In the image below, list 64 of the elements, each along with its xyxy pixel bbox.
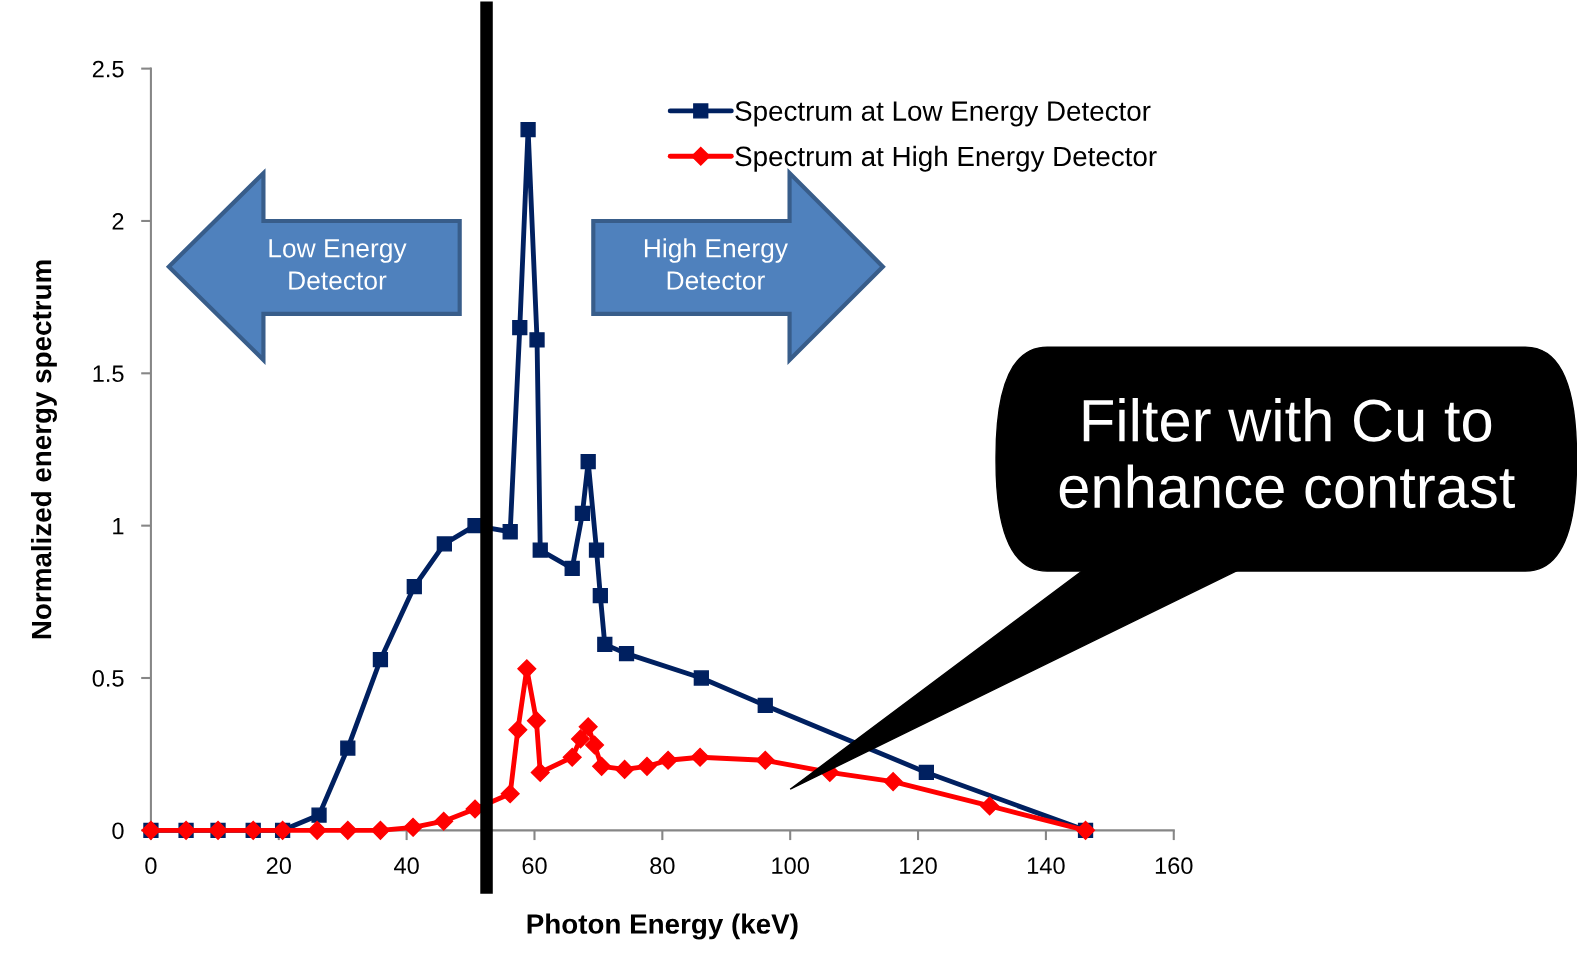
legend-label: Spectrum at High Energy Detector [735,145,1157,172]
point [597,636,613,653]
point [500,784,520,804]
point [658,750,678,770]
point [570,729,591,749]
point [588,542,605,558]
legend-label: Spectrum at Low Energy Detector [735,101,1151,127]
point [918,764,935,781]
point [693,670,709,686]
point [615,759,635,779]
point [372,652,389,668]
point [564,560,580,576]
point [340,740,356,756]
x-tick-label: 0 [145,857,157,875]
y-tick-label: 0 [112,822,124,840]
point [574,505,591,522]
x-tick-label: 100 [772,857,809,875]
annotation: Low Energy Detector [269,239,407,290]
y-tick-label: 0.5 [92,670,124,687]
y-tick-label: 1 [113,517,124,535]
point [338,820,358,840]
point [690,747,710,767]
x-tick-label: 80 [650,857,675,875]
point [436,536,452,552]
point [585,735,605,755]
y-tick-label: 2 [112,213,124,230]
x-tick-label: 120 [900,857,937,875]
point [592,588,608,604]
point [980,796,1000,816]
point [370,820,390,840]
point [562,747,582,767]
point [618,645,635,662]
point [403,817,423,837]
annotation: High Energy Detector [644,238,788,290]
point [526,711,546,731]
y-axis-title: Normalized energy spectrum [30,260,57,639]
x-tick-label: 20 [266,857,291,875]
point [508,720,528,740]
annotation: Filter with Cu to enhance contrast [1059,398,1515,509]
y-tick-label: 1.5 [93,365,124,383]
x-tick-label: 60 [522,857,547,875]
point [530,762,550,782]
y-tick-label: 2.5 [92,60,124,78]
point [529,332,545,348]
point [592,756,612,776]
point [757,697,773,714]
point [512,319,528,336]
x-tick-label: 140 [1028,857,1065,875]
point [517,659,537,679]
point [406,578,422,595]
x-axis-title: Photon Energy (keV) [527,913,798,940]
point [755,750,775,770]
point [307,820,327,840]
x-tick-label: 40 [394,857,419,875]
point [637,756,657,776]
x-tick-label: 160 [1155,857,1193,875]
point [532,542,548,558]
point [434,811,454,831]
point [578,717,598,737]
point [311,807,327,823]
point [502,524,518,540]
point [580,454,596,470]
point [883,772,903,792]
point [520,121,536,138]
